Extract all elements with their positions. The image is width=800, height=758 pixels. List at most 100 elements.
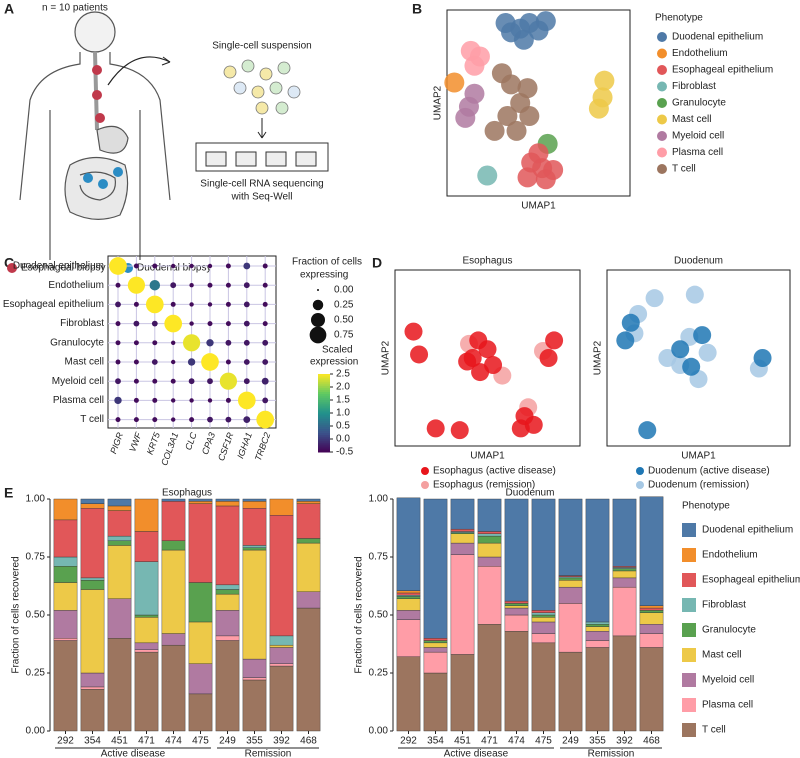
colorbar-step [318,374,330,377]
x-tick-label: 392 [273,736,290,747]
colorbar-step [318,397,330,400]
bar-segment [296,607,321,732]
legend-label: Duodenum (active disease) [648,466,770,477]
bar-segment [80,498,105,504]
umap-point [477,165,498,186]
colorbar-step [318,405,330,408]
body-illustration [19,11,171,260]
bar-segment [107,535,132,541]
plot-frame [606,269,791,447]
bar-segment [188,663,213,695]
bar-segment [504,605,529,609]
legend-swatch [682,723,696,737]
bar-segment [161,498,186,502]
legend-label: Esophageal epithelium [672,65,773,76]
bar-segment [134,642,159,651]
dot [237,391,256,410]
y-axis-label: Fraction of cells recovered [354,556,365,673]
y-tick-label: 0.25 [369,668,389,679]
bar-segment [423,638,448,641]
size-legend-label: 0.75 [334,330,354,341]
legend-dot [657,131,667,141]
dot [115,282,121,288]
x-tick-label: 471 [138,736,155,747]
patients-label: n = 10 patients [42,3,108,14]
gene-label: CSF1R [216,431,236,463]
colorbar-step [318,426,330,430]
colorbar-step [318,430,330,433]
bar-segment [215,584,240,590]
bar-segment [477,533,502,537]
colorbar-step [318,440,330,443]
bar-segment [477,531,502,534]
dot [133,378,139,384]
bar-segment [585,624,610,627]
bar-segment [585,640,610,648]
arrow [257,118,267,139]
bar-segment [612,498,637,567]
legend-swatch [682,573,696,587]
bar-segment [53,556,78,567]
x-axis-label: UMAP1 [470,451,505,462]
umap-point [491,63,512,84]
bar-segment [477,556,502,567]
bar-segment [612,570,637,579]
bar-segment [450,554,475,655]
bar-segment [269,644,294,648]
umap-point [464,83,485,104]
bar-segment [450,498,475,530]
bar-segment [396,497,421,591]
legend-dot [657,65,667,75]
bar-segment [531,621,556,634]
bar-segment [639,610,664,613]
legend-label: Endothelium [672,48,728,59]
colorbar-step [318,407,330,410]
umap-point [506,120,527,141]
x-tick-label: 355 [589,736,606,747]
umap-point [517,167,538,188]
dot [262,397,269,404]
seq-well-array [195,142,329,172]
gene-label: IGHA1 [235,431,254,460]
umap-point [517,78,538,99]
legend-label: Esophagus (remission) [433,480,535,491]
dot [115,301,121,308]
dot [189,302,194,307]
dot [206,339,214,347]
umap-point [450,421,469,440]
legend-label: Granulocyte [672,98,726,109]
umap-point [638,421,657,440]
bar-segment [504,614,529,632]
bar-segment [161,644,186,732]
umap-point [671,340,690,359]
gene-label: CPA3 [200,431,217,456]
dot [170,282,177,289]
seq-label: Single-cell RNA sequencing [200,179,323,190]
dot [151,359,158,365]
bar-segment [504,603,529,606]
y-tick-label: 0.50 [369,610,389,621]
legend-swatch [682,523,696,537]
colorbar-label: -0.5 [336,447,354,458]
legend-label: Fibroblast [702,600,746,611]
x-tick-label: 471 [481,736,498,747]
legend-swatch [682,673,696,687]
bar-segment [558,580,583,588]
bar-segment [80,689,105,732]
colorbar-step [318,416,330,420]
bar-segment [53,498,78,521]
bar-segment [423,498,448,639]
colorbar-step [318,393,330,396]
bar-segment [107,545,132,599]
bar-segment [531,633,556,644]
legend-label: Plasma cell [702,700,753,711]
dot [225,397,231,403]
bar-segment [215,505,240,586]
size-legend-label: 0.00 [334,285,354,296]
dot [133,359,139,365]
bar-segment [531,642,556,732]
dot [115,321,121,327]
bar-segment [531,610,556,613]
dot [133,417,139,423]
